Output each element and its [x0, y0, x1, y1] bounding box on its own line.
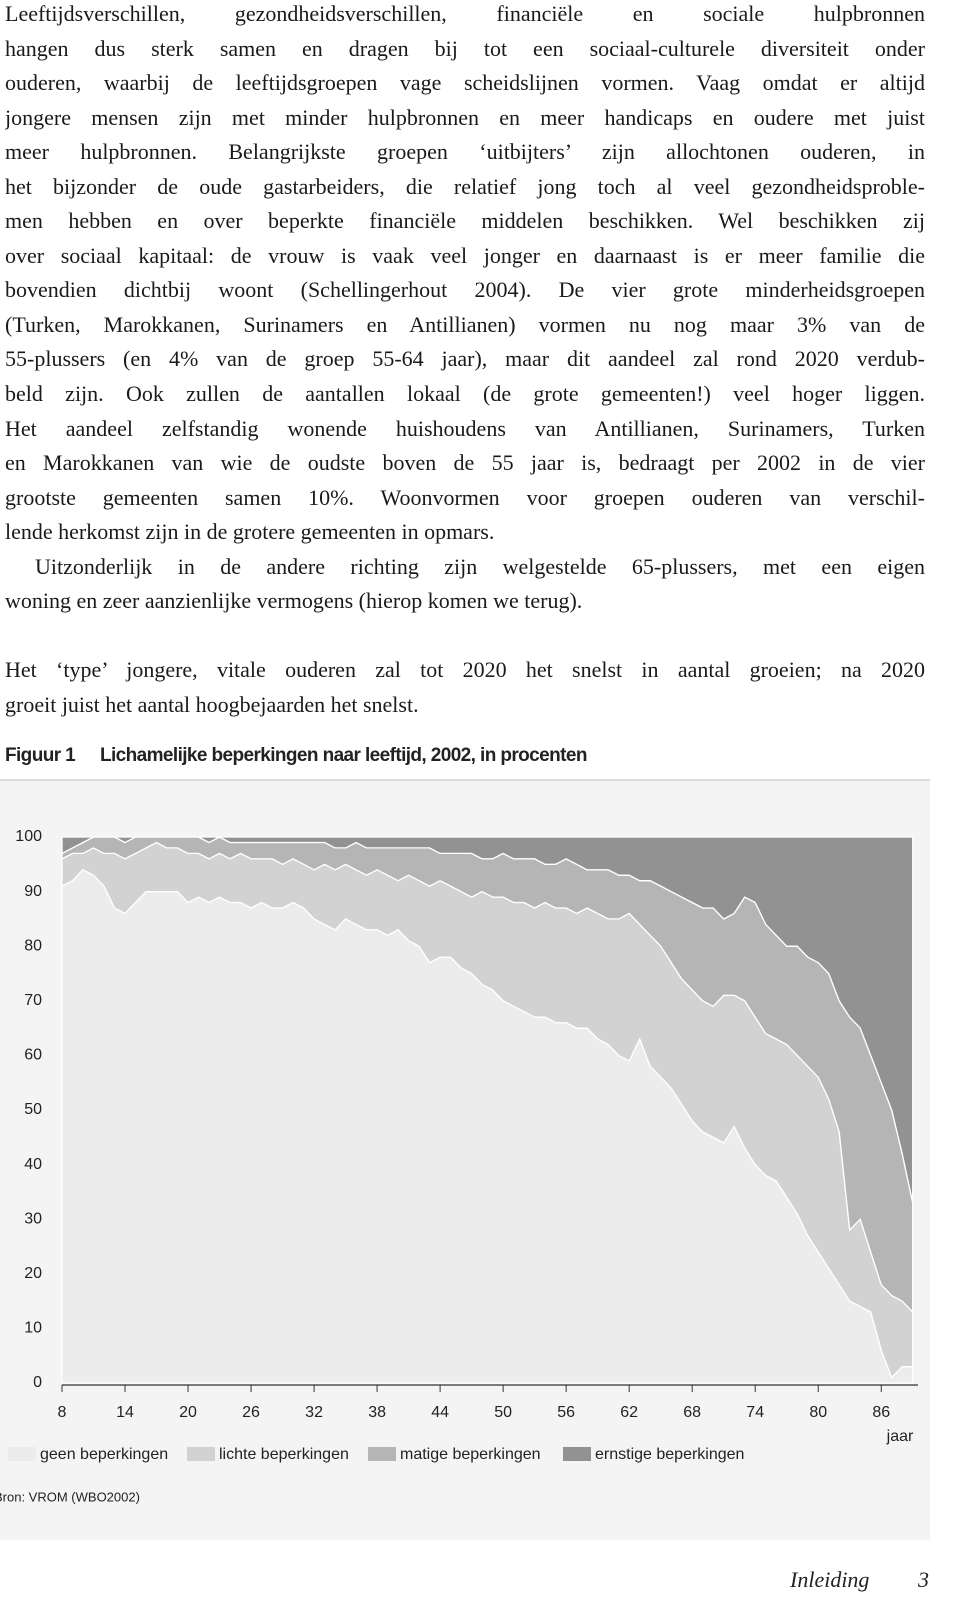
text-line: groeit juist het aantal hoogbejaarden he… — [5, 691, 419, 717]
text-line: Leeftijdsverschillen, gezondheidsverschi… — [5, 1, 925, 26]
legend-label: lichte beperkingen — [219, 1446, 349, 1463]
legend-swatch — [8, 1447, 36, 1461]
text-line: beld zijn. Ook zullen de aantallen lokaa… — [5, 381, 925, 407]
x-tick-label: 26 — [242, 1404, 260, 1421]
footer-section: Inleiding — [789, 1567, 869, 1592]
legend-swatch — [187, 1447, 215, 1461]
x-tick-label: 8 — [58, 1404, 67, 1421]
legend-label: ernstige beperkingen — [595, 1446, 744, 1463]
text-line: bovendien dichtbij woont (Schellingerhou… — [5, 277, 925, 303]
text-line: (Turken, Marokkanen, Surinamers en Antil… — [5, 311, 925, 337]
y-tick-label: 60 — [24, 1047, 42, 1064]
y-tick-label: 30 — [24, 1210, 42, 1227]
legend-label: matige beperkingen — [400, 1446, 541, 1463]
text-line: Het ‘type’ jongere, vitale ouderen zal t… — [5, 657, 925, 683]
text-line: het bijzonder de oude gastarbeiders, die… — [5, 173, 925, 199]
paragraph: Het ‘type’ jongere, vitale ouderen zal t… — [5, 653, 925, 722]
y-tick-label: 80 — [24, 937, 42, 954]
footer-page: 3 — [917, 1567, 929, 1592]
x-tick-label: 32 — [305, 1404, 323, 1421]
y-tick-label: 50 — [24, 1101, 42, 1118]
text-line: en Marokkanen van wie de oudste boven de… — [5, 450, 925, 476]
x-tick-label: 50 — [494, 1404, 512, 1421]
y-tick-label: 70 — [24, 992, 42, 1009]
text-line: Het aandeel zelfstandig wonende huishoud… — [5, 415, 925, 441]
figure-title: Lichamelijke beperkingen naar leeftijd, … — [100, 745, 587, 766]
area — [61, 836, 914, 1203]
text-line: men hebben en over beperkte financiële m… — [5, 208, 925, 234]
x-tick-label: 62 — [620, 1404, 638, 1421]
x-tick-label: 14 — [116, 1404, 134, 1421]
y-tick-label: 0 — [33, 1374, 42, 1391]
text-line: over sociaal kapitaal: de vrouw is vaak … — [5, 242, 925, 268]
text-line: grootste gemeenten samen 10%. Woonvormen… — [5, 484, 925, 510]
y-tick-label: 20 — [24, 1265, 42, 1282]
legend-label: geen beperkingen — [40, 1446, 168, 1463]
legend-swatch — [563, 1447, 591, 1461]
body-text: Leeftijdsverschillen, gezondheidsverschi… — [5, 0, 925, 722]
x-tick-label: 86 — [872, 1404, 890, 1421]
paragraph: Leeftijdsverschillen, gezondheidsverschi… — [5, 0, 925, 550]
text-line: jongere mensen zijn met minder hulpbronn… — [5, 104, 925, 130]
text-line: lende herkomst zijn in de grotere gemeen… — [5, 519, 495, 545]
x-tick-label: 74 — [746, 1404, 764, 1421]
y-tick-label: 90 — [24, 883, 42, 900]
y-tick-label: 100 — [15, 828, 42, 845]
y-tick-label: 40 — [24, 1156, 42, 1173]
y-tick-label: 10 — [24, 1320, 42, 1337]
legend-swatch — [368, 1447, 396, 1461]
text-line: Uitzonderlijk in de andere richting zijn… — [35, 553, 925, 579]
figure-label: Figuur 1 — [5, 745, 76, 766]
x-tick-label: 80 — [809, 1404, 827, 1421]
x-tick-label: 56 — [557, 1404, 575, 1421]
x-tick-label: 20 — [179, 1404, 197, 1421]
source: Bron: VROM (WBO2002) — [0, 1489, 140, 1504]
paragraph: Uitzonderlijk in de andere richting zijn… — [5, 550, 925, 619]
text-line: meer hulpbronnen. Belangrijkste groepen … — [5, 139, 925, 165]
text-line: hangen dus sterk samen en dragen bij tot… — [5, 35, 925, 61]
x-axis-label: jaar — [886, 1428, 914, 1445]
text-line: 55-plussers (en 4% van de groep 55-64 ja… — [5, 346, 925, 372]
text-line: ouderen, waarbij de leeftijdsgroepen vag… — [5, 70, 925, 96]
x-tick-label: 44 — [431, 1404, 449, 1421]
x-tick-label: 38 — [368, 1404, 386, 1421]
text-line: woning en zeer aanzienlijke vermogens (h… — [5, 588, 583, 614]
x-tick-label: 68 — [683, 1404, 701, 1421]
